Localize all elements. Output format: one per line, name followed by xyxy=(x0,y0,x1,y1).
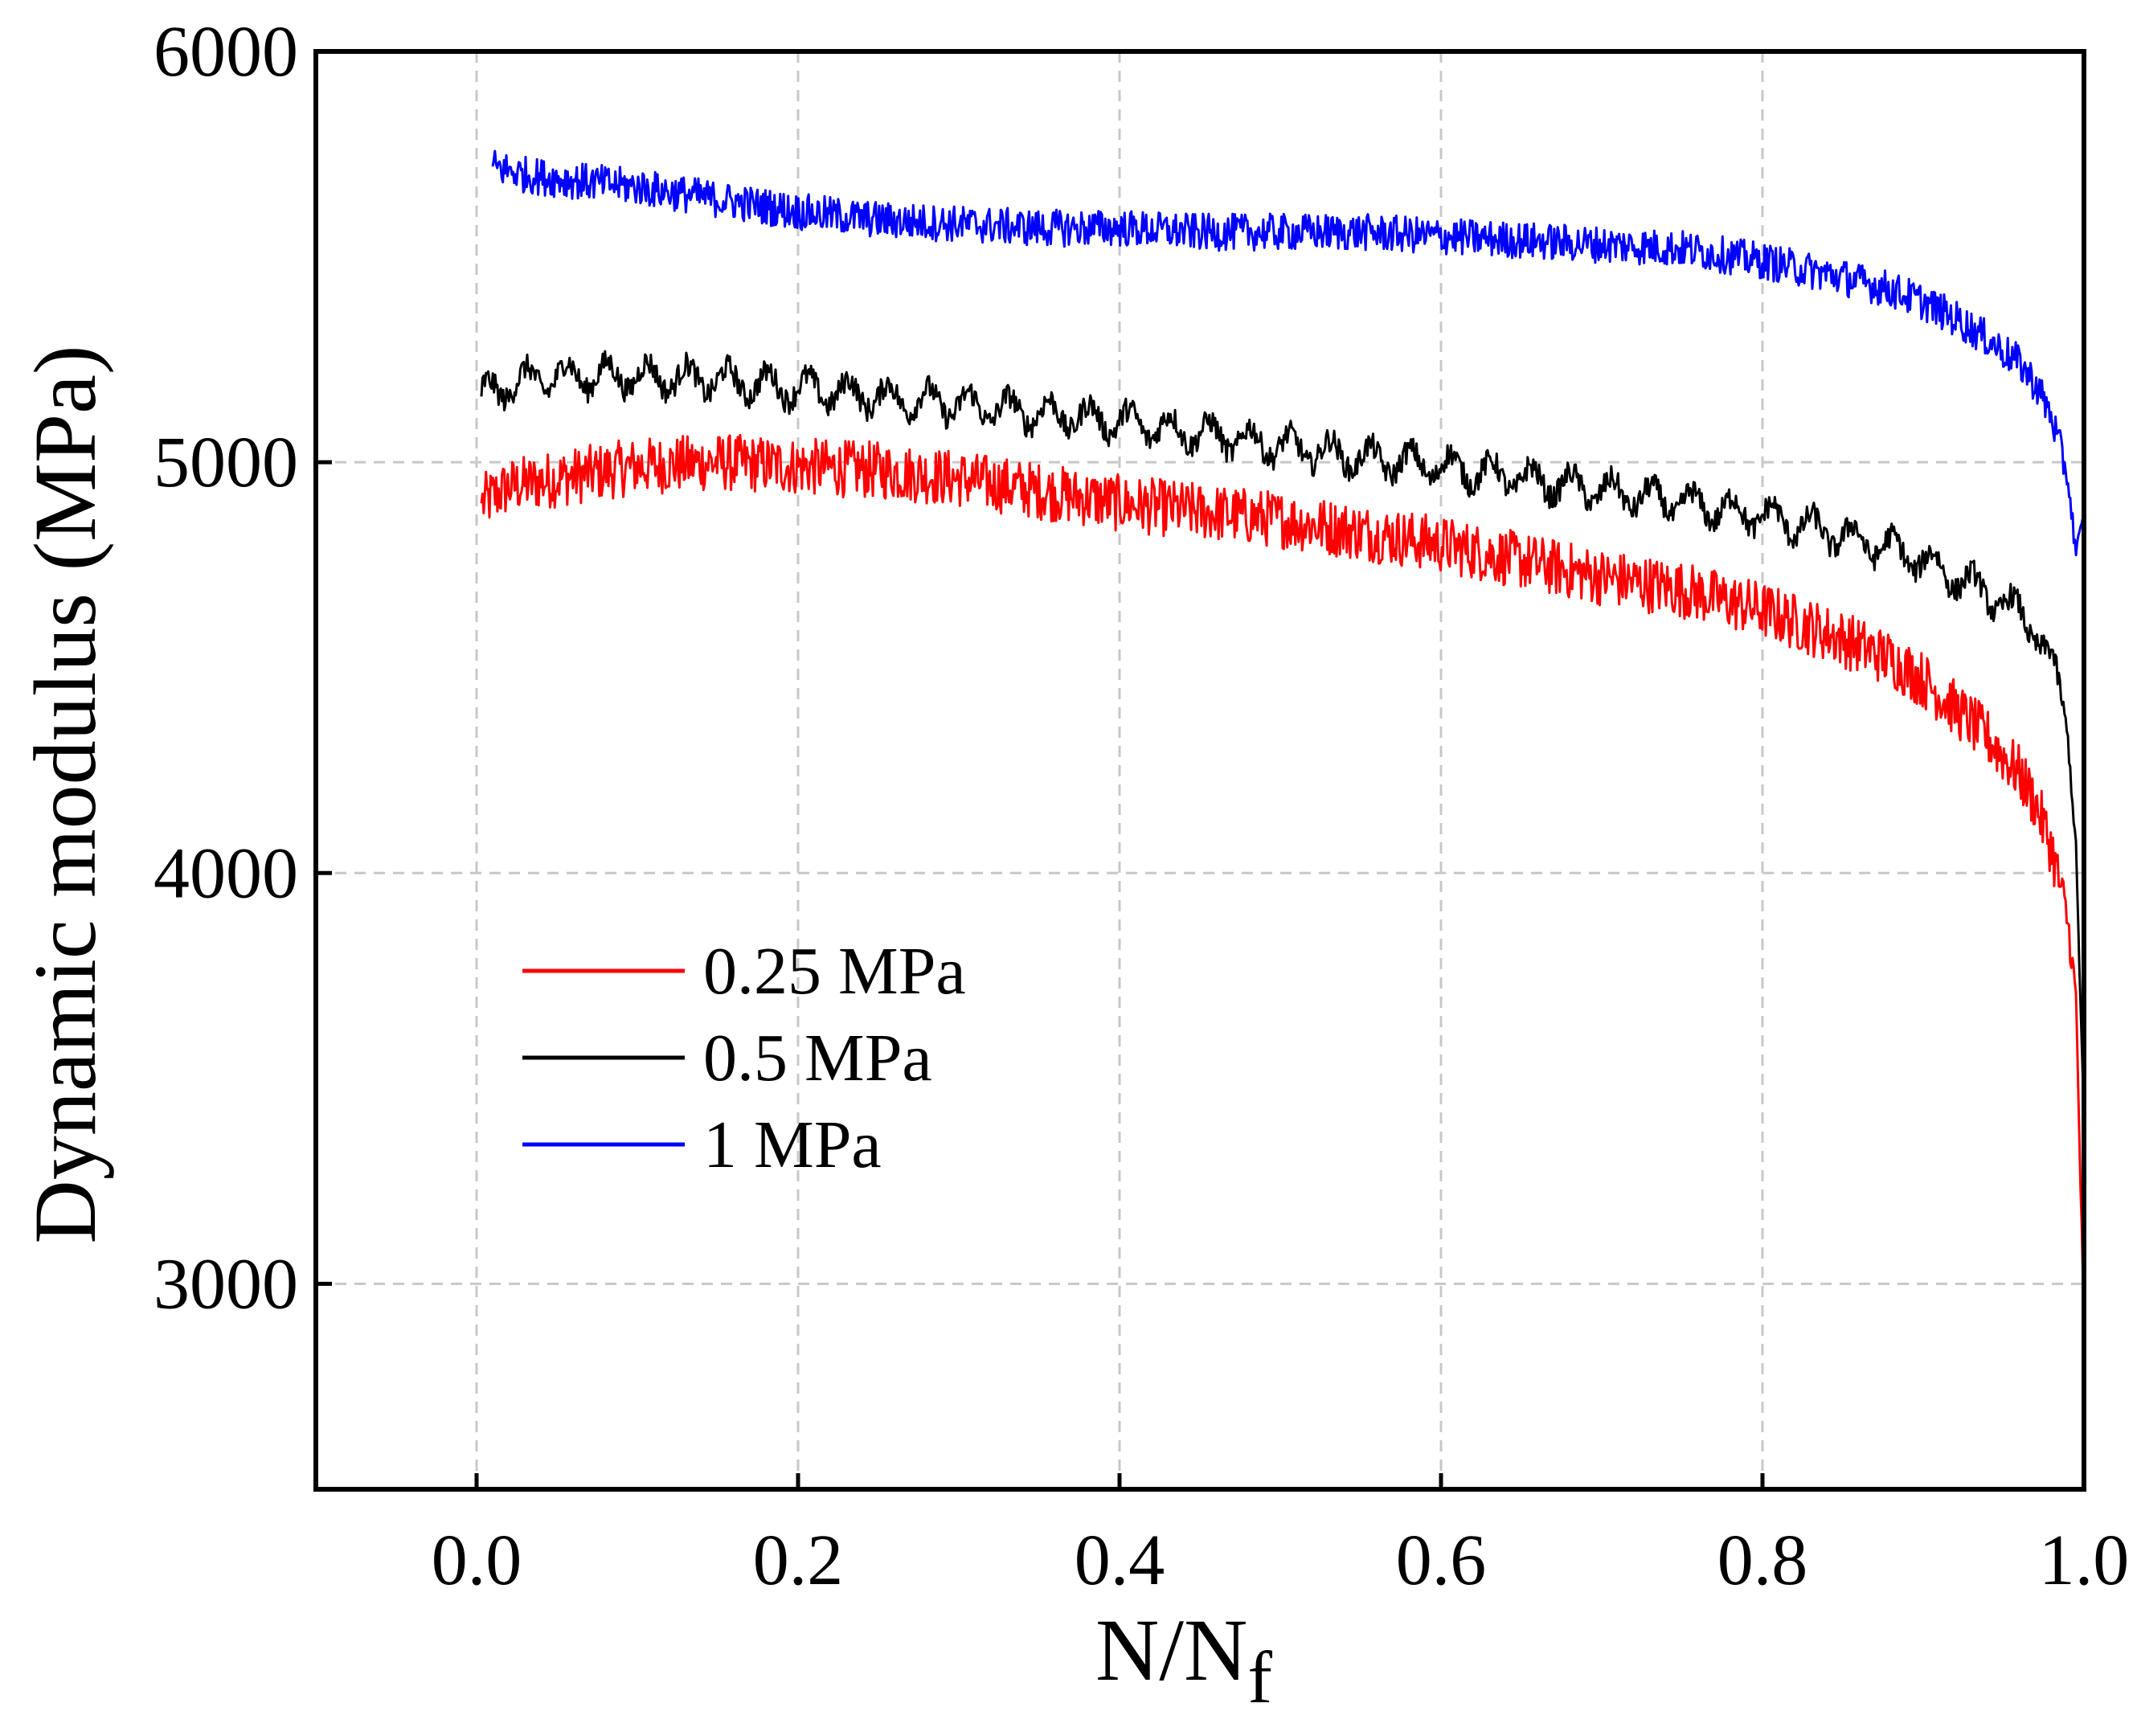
x-tick-label: 0.8 xyxy=(1717,1521,1808,1600)
x-axis-title: N/Nf xyxy=(1095,1601,1272,1718)
x-axis-title-subscript: f xyxy=(1247,1636,1272,1718)
legend-label: 1 MPa xyxy=(703,1108,882,1182)
series-line-3 xyxy=(491,149,2086,557)
series-line-1 xyxy=(480,433,2086,1325)
y-tick-label: 5000 xyxy=(154,423,298,502)
gridlines xyxy=(316,51,2084,1489)
y-tick-label: 6000 xyxy=(154,12,298,92)
series-line-2 xyxy=(480,350,2086,1120)
legend-label: 0.5 MPa xyxy=(703,1021,932,1095)
x-tick-label: 0.2 xyxy=(753,1521,844,1600)
legend-label: 0.25 MPa xyxy=(703,934,966,1009)
legend: 0.25 MPa 0.5 MPa 1 MPa xyxy=(522,934,966,1182)
series-lines xyxy=(480,149,2086,1325)
axis-tick-labels: 0.0 0.2 0.4 0.6 0.8 1.0 3000 4000 5000 6000 xyxy=(154,12,2129,1600)
y-axis-title: Dynamic modulus (MPa) xyxy=(16,345,114,1243)
x-tick-label: 0.0 xyxy=(432,1521,522,1600)
x-tick-label: 0.4 xyxy=(1075,1521,1165,1600)
axis-ticks xyxy=(316,49,2086,1489)
plot-area-frame xyxy=(313,49,2086,1492)
y-tick-label: 4000 xyxy=(154,833,298,913)
x-axis-title-main: N/N xyxy=(1095,1601,1247,1699)
y-tick-label: 3000 xyxy=(154,1244,298,1324)
x-tick-label: 1.0 xyxy=(2039,1521,2130,1600)
x-tick-label: 0.6 xyxy=(1396,1521,1487,1600)
